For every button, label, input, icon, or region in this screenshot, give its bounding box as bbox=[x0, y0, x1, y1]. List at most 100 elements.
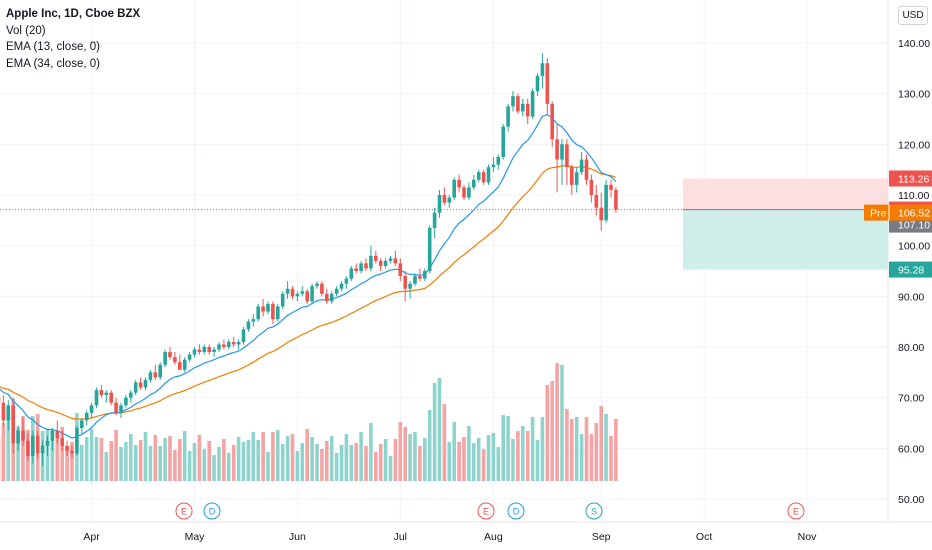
candle-body bbox=[60, 438, 64, 446]
candle-body bbox=[300, 291, 305, 294]
volume-bar bbox=[178, 439, 182, 481]
volume-bars bbox=[0, 363, 618, 481]
price-tick-label: 80.00 bbox=[898, 342, 924, 354]
volume-bar bbox=[506, 416, 510, 481]
candle-body bbox=[511, 96, 515, 107]
volume-bar bbox=[516, 431, 520, 481]
premarket-tag-text: Pre bbox=[870, 208, 887, 220]
volume-bar bbox=[148, 446, 153, 481]
volume-bar bbox=[486, 435, 491, 481]
volume-bar bbox=[614, 419, 618, 481]
candle-body bbox=[413, 276, 417, 284]
volume-bar bbox=[104, 452, 109, 481]
candle-body bbox=[432, 212, 437, 228]
symbol-title[interactable]: Apple Inc, 1D, Cboe BZX bbox=[6, 8, 141, 20]
currency-button[interactable]: USD bbox=[898, 6, 928, 25]
candle-body bbox=[80, 420, 84, 429]
volume-bar bbox=[99, 438, 104, 481]
candle-body bbox=[614, 189, 618, 210]
candle-body bbox=[325, 293, 329, 302]
price-tick-label: 60.00 bbox=[898, 443, 924, 455]
volume-bar bbox=[138, 440, 143, 481]
volume-bar bbox=[295, 451, 300, 481]
volume-bar bbox=[427, 410, 432, 481]
volume-bar bbox=[535, 440, 540, 481]
indicator-volume-label[interactable]: Vol (20) bbox=[6, 24, 46, 37]
candle-body bbox=[305, 291, 309, 302]
candle-body bbox=[285, 288, 290, 294]
candle-body bbox=[570, 167, 574, 185]
volume-bar bbox=[599, 406, 603, 481]
candle-body bbox=[423, 271, 427, 279]
candle-body bbox=[55, 430, 60, 439]
candle-body bbox=[565, 144, 569, 168]
volume-bar bbox=[271, 432, 275, 481]
candle-body bbox=[329, 293, 334, 302]
candle-body bbox=[21, 430, 25, 441]
time-tick-label: Aug bbox=[484, 531, 503, 543]
price-axis[interactable]: 140.00 130.00 120.00 110.00 100.00 90.00 80.00… bbox=[898, 38, 930, 506]
candle-body bbox=[364, 263, 368, 269]
candle-body bbox=[457, 179, 461, 188]
candle-body bbox=[295, 293, 300, 297]
event-circle bbox=[203, 502, 221, 520]
candle-body bbox=[143, 379, 148, 388]
candle-body bbox=[138, 382, 143, 388]
volume-bar bbox=[423, 438, 427, 481]
event-marker-e: E bbox=[787, 502, 805, 520]
candle-body bbox=[472, 179, 476, 188]
volume-bar bbox=[251, 432, 256, 481]
candle-body bbox=[231, 341, 236, 345]
volume-bar bbox=[21, 416, 25, 481]
volume-bar bbox=[359, 432, 363, 481]
candle-body bbox=[271, 303, 275, 320]
candle-body bbox=[374, 255, 378, 261]
candle-body bbox=[114, 402, 118, 413]
volume-bar bbox=[383, 439, 388, 481]
candle-body bbox=[530, 91, 535, 117]
ema-13-polyline bbox=[0, 113, 617, 439]
event-circle bbox=[477, 502, 495, 520]
volume-bar bbox=[452, 422, 456, 481]
candle-body bbox=[280, 293, 285, 307]
premarket-price-label: Pre 106.52 bbox=[864, 204, 932, 221]
volume-bar bbox=[168, 436, 172, 481]
ema-34-polyline bbox=[0, 165, 617, 420]
candle-body bbox=[75, 428, 79, 454]
candle-body bbox=[65, 445, 69, 451]
candle-body bbox=[251, 319, 256, 322]
candle-body bbox=[89, 405, 94, 413]
risk-reward-zones bbox=[683, 178, 888, 270]
price-tick-label: 90.00 bbox=[898, 291, 924, 303]
volume-bar bbox=[393, 439, 398, 481]
take-profit-zone bbox=[683, 209, 888, 270]
candle-body bbox=[599, 207, 603, 221]
candle-body bbox=[241, 329, 246, 342]
candle-body bbox=[31, 435, 35, 456]
time-axis[interactable]: Apr May Jun Jul Aug Sep Oct Nov bbox=[83, 531, 817, 543]
event-letter: D bbox=[209, 507, 216, 517]
indicator-ema34-label[interactable]: EMA (34, close, 0) bbox=[6, 57, 100, 70]
volume-bar bbox=[570, 419, 574, 481]
candle-body bbox=[40, 445, 45, 454]
volume-bar bbox=[501, 415, 505, 481]
candle-body bbox=[491, 164, 496, 168]
target-price-label-text: 95.28 bbox=[898, 265, 924, 277]
price-tick-label: 110.00 bbox=[898, 190, 929, 202]
volume-bar bbox=[457, 442, 461, 481]
volume-bar bbox=[349, 445, 354, 481]
volume-bar bbox=[579, 434, 584, 481]
volume-bar bbox=[594, 423, 599, 481]
candle-body bbox=[525, 103, 530, 117]
candle-body bbox=[70, 450, 74, 454]
candle-body bbox=[217, 344, 221, 350]
event-letter: E bbox=[793, 507, 799, 517]
volume-bar bbox=[16, 427, 20, 481]
volume-bar bbox=[163, 438, 167, 481]
volume-bar bbox=[462, 437, 466, 481]
volume-bar bbox=[472, 443, 476, 481]
stop-price-label: 113.26 bbox=[889, 170, 932, 187]
indicator-ema13-label[interactable]: EMA (13, close, 0) bbox=[6, 41, 100, 53]
